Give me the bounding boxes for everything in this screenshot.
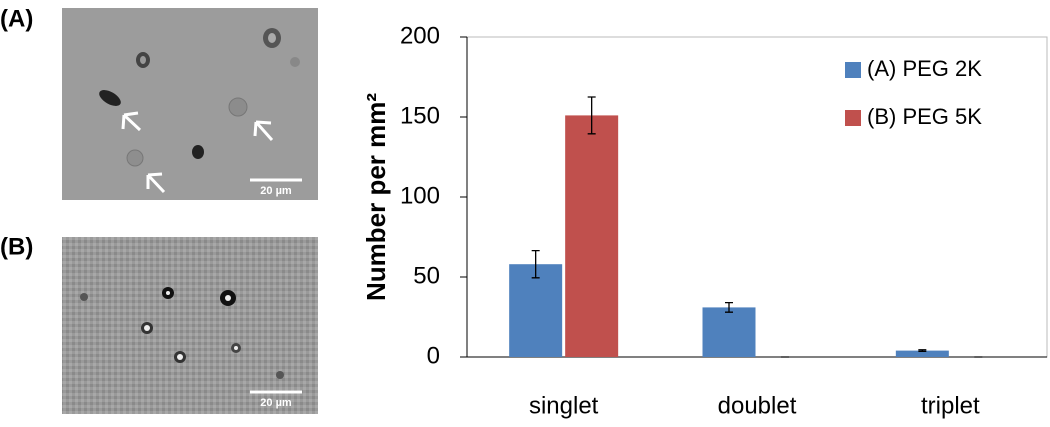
x-tick-label: singlet xyxy=(529,392,599,419)
micrograph-a xyxy=(62,8,318,200)
bar xyxy=(509,264,563,357)
legend-swatch xyxy=(845,62,861,78)
x-tick-label: doublet xyxy=(718,392,797,419)
legend-label: (B) PEG 5K xyxy=(867,104,982,129)
scale-label: 20 µm xyxy=(260,185,292,197)
legend-swatch xyxy=(845,110,861,126)
micrograph-b xyxy=(62,237,318,414)
bar xyxy=(702,307,756,357)
y-tick-label: 200 xyxy=(400,22,440,49)
scale-label: 20 µm xyxy=(260,397,292,409)
y-tick-label: 50 xyxy=(413,262,440,289)
error-bar xyxy=(725,301,733,313)
error-bar xyxy=(918,349,927,353)
panel-label: (A) xyxy=(0,5,33,32)
y-tick-label: 0 xyxy=(427,342,440,369)
bar xyxy=(565,115,619,358)
bar xyxy=(895,350,949,357)
legend-label: (A) PEG 2K xyxy=(867,56,982,81)
error-bar xyxy=(587,96,596,135)
y-tick-label: 100 xyxy=(400,182,440,209)
y-axis-label: Number per mm² xyxy=(361,93,391,301)
error-bar xyxy=(531,249,540,279)
panel-label: (B) xyxy=(0,233,33,260)
x-tick-label: triplet xyxy=(921,392,980,419)
y-tick-label: 150 xyxy=(400,102,440,129)
